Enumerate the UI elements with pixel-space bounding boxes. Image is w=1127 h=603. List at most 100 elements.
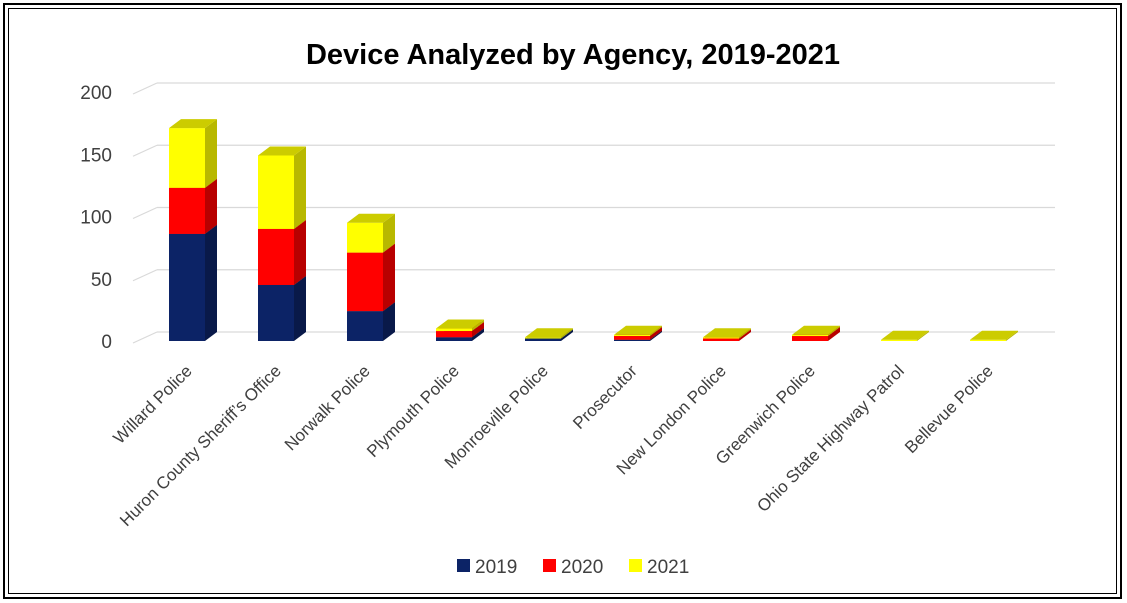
bar-front [169,233,205,341]
bar-front [614,334,650,337]
bar-front [169,128,205,188]
bar-front [525,337,561,339]
bar-side [205,224,217,341]
category-label: Plymouth Police [363,361,463,461]
bar-front [525,338,561,341]
bar-segment [970,330,1018,341]
bar-front [703,338,739,341]
bar-segment [347,243,395,312]
bar-side [205,119,217,188]
bar-front [703,337,739,339]
bar-top [525,328,573,338]
gridline-diagonal [132,144,158,157]
bar-segment [525,328,573,339]
bar-top [792,325,840,335]
bar-segment [703,328,751,339]
legend-item: 2021 [629,557,689,578]
legend-item: 2019 [457,557,517,578]
bar-front [347,252,383,312]
bar-side [828,327,840,341]
bar-side [294,219,306,285]
category-label: Willard Police [110,361,196,447]
legend-label: 2021 [647,557,689,578]
bar-top [347,213,395,223]
category-label: Huron County Sheriff’s Office [116,361,285,530]
bar-front [258,284,294,341]
bar-side [650,325,662,337]
legend: 2019 2020 2021 [457,557,689,578]
bar-side [917,330,929,341]
bar-top [169,119,217,129]
bar-front [258,228,294,285]
gridline-diagonal [132,331,158,344]
bar-front [614,336,650,340]
bar-side [561,329,573,341]
bar-side [828,325,840,337]
bar-side [650,330,662,341]
bar-segment [614,325,662,337]
bars [169,119,1018,341]
legend-item: 2020 [543,557,603,578]
bar-segment [258,219,306,285]
chart-frame-inner [8,8,1117,594]
category-label: Ohio State Highway Patrol [753,361,907,515]
bar-segment [792,325,840,337]
bar-side [383,213,395,253]
bar-segment [169,224,217,341]
gridline-diagonal [132,206,158,220]
bar-segment [169,119,217,188]
gridline-diagonal [132,82,158,95]
bar-front [970,339,1006,341]
legend-label: 2019 [475,557,517,578]
y-tick-label: 200 [80,83,112,104]
bar-side [472,328,484,341]
bar-side [1006,330,1018,341]
bar-segment [258,146,306,229]
bar-front [436,331,472,338]
bar-side [383,302,395,341]
legend-label: 2020 [561,557,603,578]
bar-side [472,319,484,332]
bar-side [294,275,306,341]
category-label: Bellevue Police [901,361,997,457]
bar-top [970,330,1018,340]
bar-side [739,328,751,339]
category-label: Norwalk Police [281,361,374,454]
bar-front [881,339,917,341]
bar-front [436,328,472,332]
bar-top [614,325,662,335]
y-axis-tick-labels: 0 50 100 150 200 [80,83,112,353]
bar-front [614,339,650,341]
bar-front [436,337,472,341]
bar-segment [436,319,484,332]
bar-front [258,155,294,229]
y-tick-label: 50 [91,270,112,291]
legend-swatch [457,559,470,572]
bar-segment [258,275,306,341]
y-tick-label: 0 [101,332,112,353]
y-tick-label: 100 [80,208,112,229]
bar-front [347,311,383,341]
bar-side [739,329,751,341]
bar-side [383,243,395,312]
bar-front [792,334,828,337]
bar-side [205,178,217,234]
bar-top [258,146,306,156]
bar-side [472,322,484,338]
bar-front [169,187,205,234]
bar-front [792,336,828,341]
gridline-diagonal [132,269,158,282]
bar-segment [881,330,929,341]
legend-swatch [629,559,642,572]
bar-top [881,330,929,340]
bar-top [703,328,751,338]
bar-side [294,146,306,229]
bar-segment [347,213,395,253]
bar-front [347,222,383,253]
legend-swatch [543,559,556,572]
bar-side [561,328,573,339]
y-tick-label: 150 [80,145,112,166]
chart-title: Device Analyzed by Agency, 2019-2021 [306,39,840,71]
